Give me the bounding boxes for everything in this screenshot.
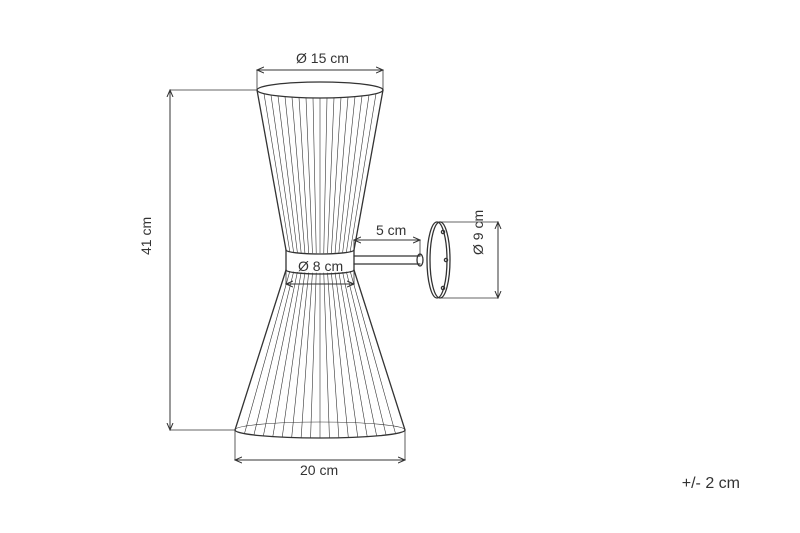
label-arm-length: 5 cm: [376, 222, 406, 238]
diagram-canvas: Ø 15 cm 41 cm 5 cm Ø 8 cm Ø 9 cm 20 cm +…: [0, 0, 800, 533]
tolerance-note: +/- 2 cm: [682, 475, 740, 493]
label-top-diameter: Ø 15 cm: [296, 50, 349, 66]
label-plate-diameter: Ø 9 cm: [470, 210, 486, 255]
label-bottom-width: 20 cm: [300, 462, 338, 478]
drawing-svg: [0, 0, 800, 533]
label-total-height: 41 cm: [138, 217, 154, 255]
label-waist-diameter: Ø 8 cm: [298, 258, 343, 274]
